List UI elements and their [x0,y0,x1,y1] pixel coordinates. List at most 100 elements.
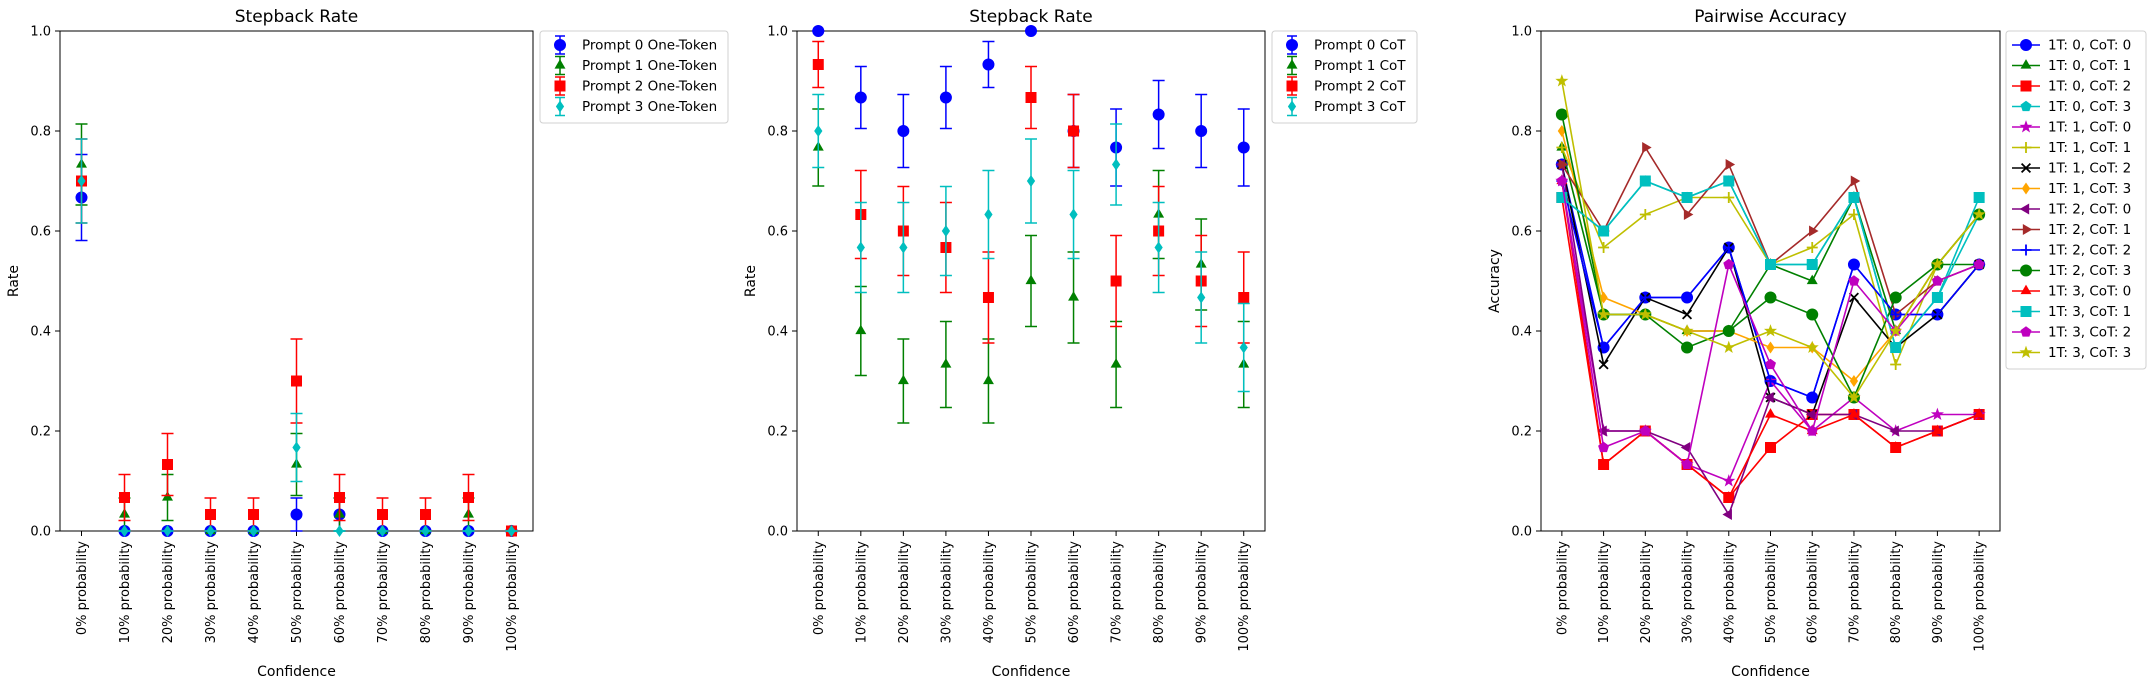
data-point [1723,258,1735,270]
data-point [1638,307,1652,321]
data-point [335,524,344,538]
legend-item: 1T: 0, CoT: 3 [2012,99,2131,115]
data-point [1930,257,1944,271]
y-axis-label: Rate [6,265,22,297]
legend-marker [2019,203,2030,215]
data-point [1598,342,1610,353]
chart-title: Stepback Rate [235,7,359,27]
data-point [982,292,994,303]
legend-marker [554,59,566,69]
y-tick-label: 0.0 [30,525,51,540]
data-point [1639,292,1651,303]
series-3 [812,93,1250,393]
x-tick-label: 30% probability [204,541,219,644]
data-point [1722,340,1736,354]
legend-item: Prompt 0 CoT [1286,35,1406,55]
x-tick-label: 60% probability [1067,541,1082,644]
legend-item: 1T: 2, CoT: 1 [2012,222,2131,238]
data-point [1722,509,1732,520]
data-point [1597,307,1611,321]
legend-marker [2020,326,2032,337]
y-tick-label: 0.2 [30,425,51,440]
x-tick-label: 0% probability [75,541,90,635]
y-tick-label: 0.0 [1511,525,1532,540]
legend-item: 1T: 1, CoT: 0 [2012,120,2131,136]
data-point [1931,275,1943,286]
legend-marker [2020,306,2032,317]
legend-label: 1T: 3, CoT: 2 [2048,325,2131,341]
data-point [1805,340,1819,354]
legend-marker [1286,59,1298,69]
legend-marker [2020,162,2032,174]
data-point [897,374,909,385]
legend-marker [2020,80,2032,92]
legend-item: Prompt 0 One-Token [554,35,717,55]
data-point [1555,74,1569,87]
y-tick-label: 0.0 [767,525,788,540]
data-point [1154,241,1163,254]
data-point [378,524,387,538]
legend-marker [554,80,566,92]
data-point [292,441,301,454]
data-point [334,492,345,503]
legend-item: 1T: 2, CoT: 0 [2012,202,2131,218]
y-tick-label: 0.2 [1511,425,1532,440]
data-point [897,125,910,137]
x-tick-label: 100% probability [505,541,520,652]
data-point [1930,407,1944,421]
data-point [507,524,516,538]
data-point [120,524,129,538]
legend: 1T: 0, CoT: 0 1T: 0, CoT: 1 1T: 0, CoT: 2 1… [2005,30,2147,370]
data-point [1111,158,1121,171]
data-point [249,524,258,538]
data-point [1847,390,1861,404]
legend-label: 1T: 0, CoT: 2 [2048,79,2131,95]
x-tick-label: 70% probability [376,541,391,644]
data-point [1765,375,1776,387]
data-point [1237,141,1250,154]
legend-label: Prompt 1 One-Token [582,58,717,74]
legend-item: 1T: 3, CoT: 2 [2012,325,2131,341]
x-axis-label: Confidence [992,664,1071,680]
data-point [1597,425,1607,437]
legend-item: 1T: 1, CoT: 2 [2012,161,2131,177]
data-point [1598,242,1610,253]
data-point [1973,258,1985,270]
data-point [1680,324,1694,337]
data-point [982,58,995,71]
legend-box [2005,30,2147,370]
data-point [939,91,952,104]
data-point [1848,259,1860,270]
data-point [77,174,86,188]
data-point [1806,242,1818,253]
data-point [1025,25,1037,37]
legend-marker [2020,244,2032,256]
data-point [205,509,216,520]
x-tick-label: 40% probability [982,541,997,644]
series-13 [1556,175,1985,353]
data-point [1557,124,1566,138]
legend-label: 1T: 1, CoT: 2 [2048,161,2131,177]
data-point [1848,209,1860,220]
legend-marker [2020,39,2032,51]
x-tick-label: 10% probability [854,541,869,644]
y-tick-label: 0.4 [767,325,788,340]
x-tick-label: 50% probability [1764,541,1779,644]
plot-area [1555,74,1986,520]
data-point [984,208,993,221]
data-point [1890,309,1902,320]
legend-label: 1T: 0, CoT: 3 [2048,99,2131,115]
data-point [1763,324,1778,337]
data-point [1890,441,1902,451]
data-point [1889,425,1899,437]
legend-item: Prompt 3 One-Token [555,96,717,117]
series-line [1561,164,1980,517]
legend-item: 1T: 3, CoT: 1 [2012,304,2131,320]
legend: Prompt 0 CoT Prompt 1 CoT Prompt 2 CoT Prom… [1271,30,1418,124]
legend-marker [2020,264,2032,277]
data-point [1068,125,1080,137]
chart-panel-2: Pairwise Accuracy 0.0 0.2 0.4 0.6 0.8 1.0 0% pr… [1487,7,2147,680]
x-tick-label: 30% probability [1681,541,1696,644]
x-tick-label: 20% probability [897,541,912,644]
data-point [1848,292,1859,303]
